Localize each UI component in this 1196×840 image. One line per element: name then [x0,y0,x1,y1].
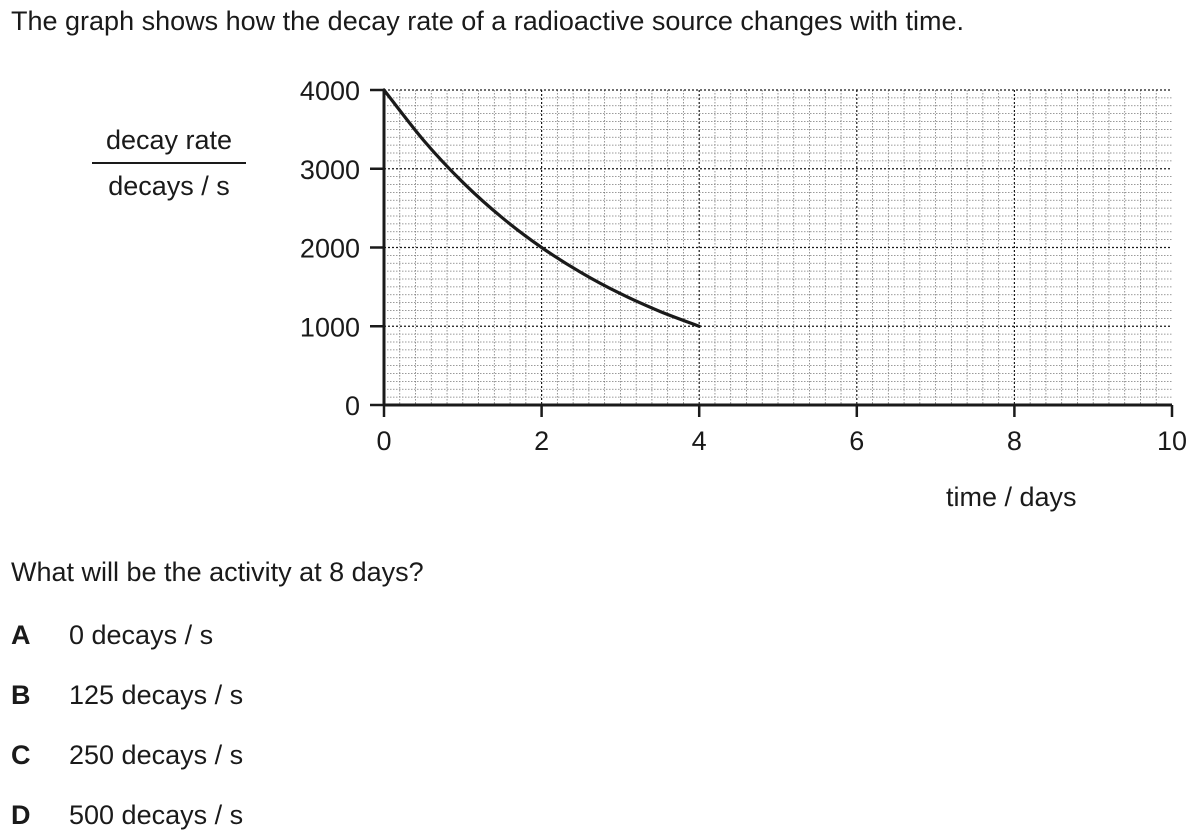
y-tick-label: 4000 [300,76,360,106]
x-tick-label: 4 [692,426,707,456]
y-tick-label: 2000 [300,234,360,264]
y-tick-label: 1000 [300,312,360,342]
option-text: 500 decays / s [69,800,244,830]
option-text: 250 decays / s [69,740,244,770]
x-tick-label: 2 [534,426,549,456]
decay-rate-chart: 0 2 4 6 8 10 0 1000 2000 3000 4000 [300,76,1187,456]
option-letter: B [11,680,31,710]
x-tick-label: 0 [376,426,391,456]
y-axis-label-denominator: decays / s [108,170,230,201]
decay-curve [382,88,701,328]
tick-labels: 0 2 4 6 8 10 0 1000 2000 3000 4000 [300,76,1187,456]
y-tick-label: 3000 [300,155,360,185]
question-intro: The graph shows how the decay rate of a … [11,6,965,36]
major-grid [384,89,1172,405]
x-tick-label: 10 [1157,426,1187,456]
option-text: 125 decays / s [69,680,244,710]
x-tick-label: 8 [1007,426,1022,456]
option-letter: C [11,740,31,770]
option-letter: A [11,620,31,650]
series [382,88,701,328]
option-text: 0 decays / s [69,620,214,650]
y-tick-label: 0 [345,391,360,421]
y-axis-label-numerator: decay rate [105,125,233,155]
x-tick-label: 6 [849,426,864,456]
ticks [370,88,1174,417]
option-letter: D [11,800,31,830]
y-axis-label: decay rate decays / s [92,124,246,202]
question-text: What will be the activity at 8 days? [11,557,424,587]
x-axis-label: time / days [946,482,1077,512]
y-axis-label-fraction-bar [92,162,246,164]
